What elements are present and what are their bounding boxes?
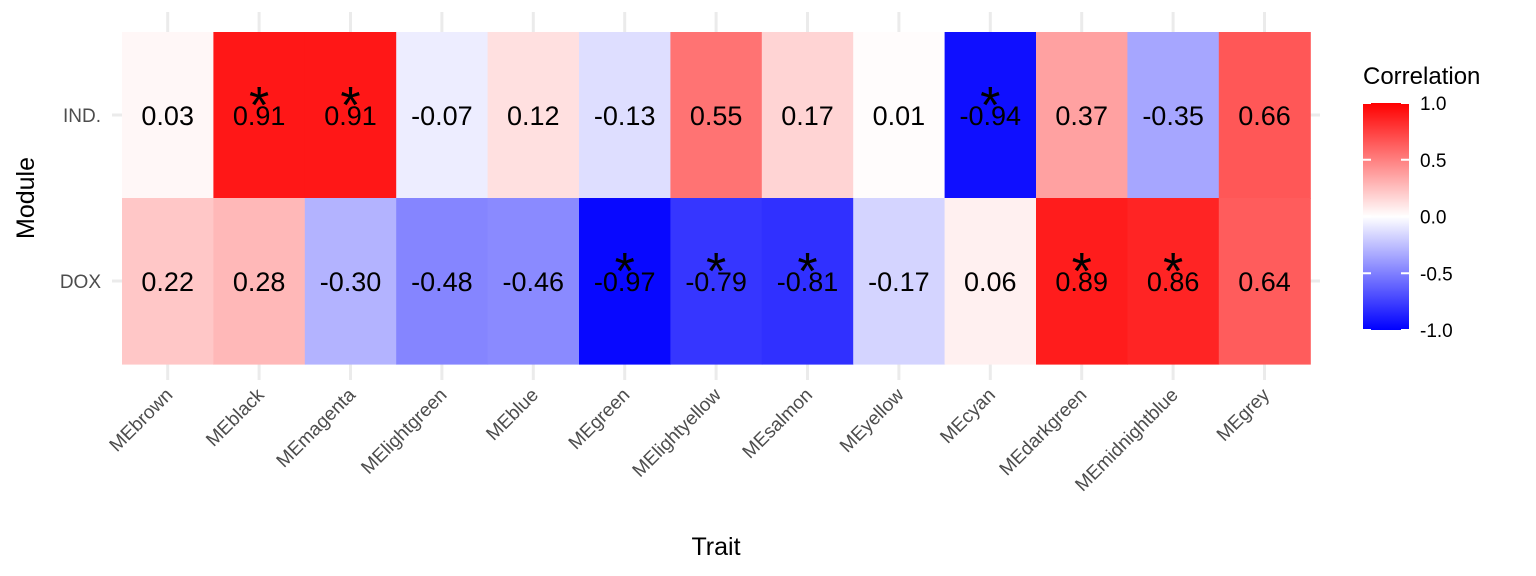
heatmap-cell [122, 198, 214, 365]
cell-value-label: -0.17 [868, 267, 930, 297]
legend-tick-label: 0.5 [1420, 151, 1446, 172]
heatmap-cell [853, 198, 946, 365]
cell-value-label: 0.37 [1055, 101, 1108, 131]
legend-title: Correlation [1363, 63, 1480, 90]
heatmap-cell [213, 32, 306, 199]
cell-value-label: -0.94 [960, 101, 1022, 131]
heatmap-cell [396, 198, 489, 365]
legend-tick-label: -1.0 [1420, 321, 1453, 342]
significance-star: * [1072, 243, 1092, 301]
cell-value-label: -0.81 [777, 267, 839, 297]
heatmap-cell [1036, 32, 1128, 199]
heatmap-cell [944, 32, 1037, 199]
heatmap-cell [579, 32, 671, 199]
cell-value-label: 0.66 [1238, 101, 1291, 131]
cell-value-label: 0.03 [141, 101, 194, 131]
cell-value-label: -0.46 [503, 267, 565, 297]
cell-value-label: 0.91 [324, 101, 377, 131]
x-axis-title: Trait [691, 533, 740, 561]
y-tick-label: IND. [63, 106, 101, 127]
x-tick-label: MEdarkgreen [996, 385, 1092, 481]
cell-value-label: 0.17 [781, 101, 834, 131]
legend-ticks: 1.0 0.5 0.0 -0.5 -1.0 [1363, 94, 1453, 342]
significance-star: * [797, 243, 817, 301]
cell-value-label: -0.13 [594, 101, 656, 131]
legend-tick-label: 1.0 [1420, 94, 1446, 115]
x-tick-label: MEbrown [106, 385, 178, 457]
x-tick-label: MEgrey [1213, 384, 1274, 445]
heatmap-cell [1036, 198, 1128, 365]
heatmap-cell [396, 32, 489, 199]
x-tick-label: MEsalmon [739, 385, 817, 463]
heatmap-cell [670, 198, 763, 365]
significance-star: * [340, 77, 360, 135]
cell-labels: 0.03 0.91* 0.91* -0.07 0.12 -0.13 0.55 0.17 0.01… [141, 77, 1290, 301]
x-tick-label: MEblue [482, 385, 542, 445]
significance-star: * [1163, 243, 1183, 301]
cell-value-label: 0.12 [507, 101, 560, 131]
x-tick-label: MEblack [202, 384, 269, 451]
cell-value-label: 0.55 [690, 101, 743, 131]
heatmap-cell [853, 32, 946, 199]
heatmap-cell [1218, 32, 1311, 199]
heatmap-cell [670, 32, 763, 199]
cell-value-label: 0.06 [964, 267, 1017, 297]
cell-value-label: -0.07 [411, 101, 473, 131]
legend-tick-label: 0.0 [1420, 208, 1446, 229]
x-tick-label: MElightyellow [629, 384, 726, 481]
cell-value-label: 0.86 [1147, 267, 1200, 297]
cell-value-label: 0.01 [873, 101, 926, 131]
heatmap-cell [304, 198, 397, 365]
significance-star: * [980, 77, 1000, 135]
cell-value-label: 0.89 [1055, 267, 1108, 297]
heatmap-cell [487, 32, 580, 199]
heatmap-cell [213, 198, 306, 365]
cell-value-label: -0.48 [411, 267, 473, 297]
y-axis-title: Module [12, 157, 40, 239]
x-tick-label: MElightgreen [357, 385, 451, 479]
y-tick-label: DOX [60, 272, 102, 293]
significance-star: * [249, 77, 269, 135]
cell-value-label: -0.30 [320, 267, 382, 297]
color-legend: Correlation 1.0 0.5 0.0 -0.5 -1.0 [1363, 63, 1480, 342]
x-tick-label: MEgreen [565, 385, 634, 454]
heatmap-cell [1218, 198, 1311, 365]
cell-value-label: 0.22 [141, 267, 194, 297]
x-tick-label: MEmagenta [273, 384, 361, 472]
heatmap-cell [304, 32, 397, 199]
x-tick-label: MEcyan [936, 385, 999, 448]
cell-value-label: 0.64 [1238, 267, 1291, 297]
cell-value-label: -0.97 [594, 267, 656, 297]
cell-value-label: 0.91 [233, 101, 286, 131]
heatmap-cells [122, 32, 1311, 365]
heatmap-cell [1127, 32, 1220, 199]
significance-star: * [706, 243, 726, 301]
cell-value-label: 0.28 [233, 267, 286, 297]
heatmap-cell [761, 32, 854, 199]
significance-star: * [615, 243, 635, 301]
heatmap-cell [1127, 198, 1220, 365]
heatmap-cell [487, 198, 580, 365]
heatmap-cell [579, 198, 671, 365]
heatmap-cell [761, 198, 854, 365]
cell-value-label: -0.79 [685, 267, 747, 297]
y-tick-labels: IND. DOX [60, 106, 102, 293]
cell-value-label: -0.35 [1142, 101, 1204, 131]
legend-tick-label: -0.5 [1420, 264, 1453, 285]
heatmap-cell [944, 198, 1037, 365]
x-tick-label: MEyellow [836, 384, 909, 457]
heatmap-cell [122, 32, 214, 199]
